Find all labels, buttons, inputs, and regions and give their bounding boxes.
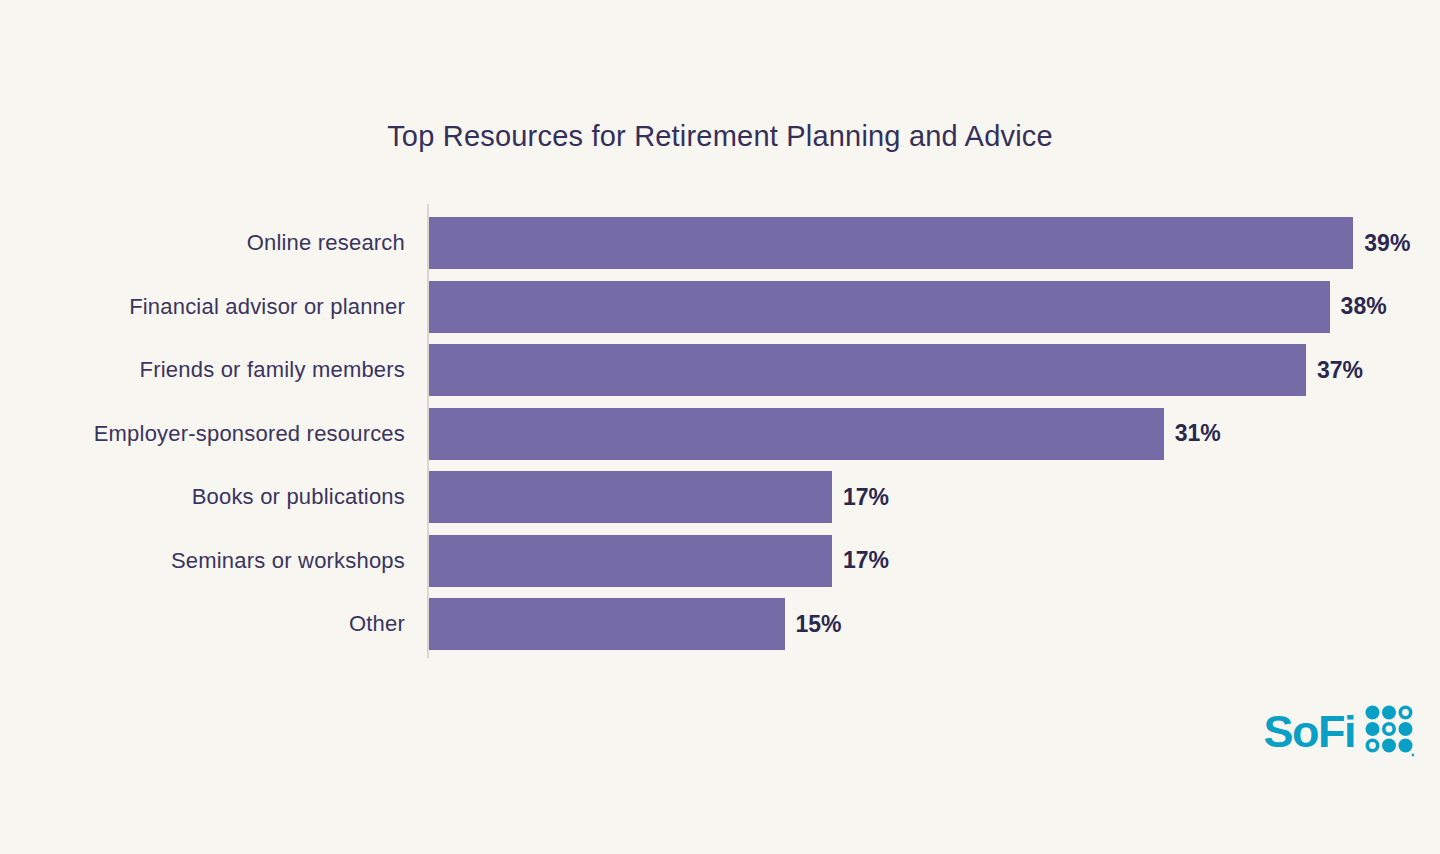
chart-row: Books or publications 17% bbox=[0, 471, 1440, 523]
bar bbox=[429, 408, 1164, 460]
sofi-dot-grid-icon bbox=[1364, 704, 1414, 758]
bar bbox=[429, 598, 785, 650]
bar-value-label: 15% bbox=[796, 611, 842, 638]
bar-value-label: 37% bbox=[1317, 357, 1363, 384]
bar-track: 31% bbox=[417, 408, 1440, 460]
bar-track: 17% bbox=[417, 471, 1440, 523]
bar-value-label: 31% bbox=[1175, 420, 1221, 447]
bar-track: 15% bbox=[417, 598, 1440, 650]
category-label: Other bbox=[0, 611, 417, 637]
bar bbox=[429, 344, 1306, 396]
bar-track: 37% bbox=[417, 344, 1440, 396]
category-label: Seminars or workshops bbox=[0, 548, 417, 574]
chart-row: Friends or family members 37% bbox=[0, 344, 1440, 396]
category-label: Financial advisor or planner bbox=[0, 294, 417, 320]
chart-title: Top Resources for Retirement Planning an… bbox=[0, 120, 1440, 153]
bar-value-label: 39% bbox=[1364, 230, 1410, 257]
bar bbox=[429, 281, 1330, 333]
category-label: Employer-sponsored resources bbox=[0, 421, 417, 447]
sofi-wordmark: SoFi bbox=[1264, 709, 1356, 754]
chart-row: Other 15% bbox=[0, 598, 1440, 650]
category-label: Books or publications bbox=[0, 484, 417, 510]
bar bbox=[429, 471, 832, 523]
bar-track: 38% bbox=[417, 281, 1440, 333]
bar bbox=[429, 535, 832, 587]
bar-chart: Online research 39% Financial advisor or p… bbox=[0, 217, 1440, 650]
bar-value-label: 17% bbox=[843, 484, 889, 511]
chart-row: Online research 39% bbox=[0, 217, 1440, 269]
category-label: Friends or family members bbox=[0, 357, 417, 383]
chart-row: Seminars or workshops 17% bbox=[0, 535, 1440, 587]
bar bbox=[429, 217, 1353, 269]
sofi-logo: SoFi bbox=[1264, 704, 1415, 758]
chart-page: Top Resources for Retirement Planning an… bbox=[0, 0, 1440, 854]
category-label: Online research bbox=[0, 230, 417, 256]
bar-track: 39% bbox=[417, 217, 1440, 269]
chart-row: Financial advisor or planner 38% bbox=[0, 281, 1440, 333]
bar-value-label: 17% bbox=[843, 547, 889, 574]
bar-track: 17% bbox=[417, 535, 1440, 587]
bar-value-label: 38% bbox=[1341, 293, 1387, 320]
chart-row: Employer-sponsored resources 31% bbox=[0, 408, 1440, 460]
